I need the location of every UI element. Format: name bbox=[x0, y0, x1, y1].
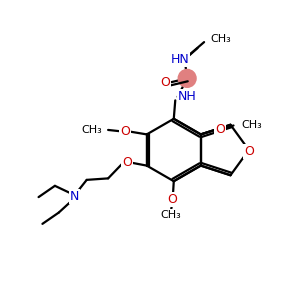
Text: N: N bbox=[70, 190, 79, 203]
Text: NH: NH bbox=[178, 90, 196, 103]
Text: O: O bbox=[160, 76, 170, 89]
Text: CH₃: CH₃ bbox=[81, 125, 102, 135]
Text: CH₃: CH₃ bbox=[210, 34, 231, 44]
Text: CH₃: CH₃ bbox=[160, 210, 181, 220]
Text: CH₃: CH₃ bbox=[241, 121, 262, 130]
Text: O: O bbox=[120, 125, 130, 138]
Text: O: O bbox=[244, 145, 254, 158]
Circle shape bbox=[178, 70, 196, 87]
Text: O: O bbox=[122, 155, 132, 169]
Text: O: O bbox=[167, 193, 177, 206]
Text: HN: HN bbox=[170, 52, 189, 66]
Text: O: O bbox=[215, 122, 225, 136]
